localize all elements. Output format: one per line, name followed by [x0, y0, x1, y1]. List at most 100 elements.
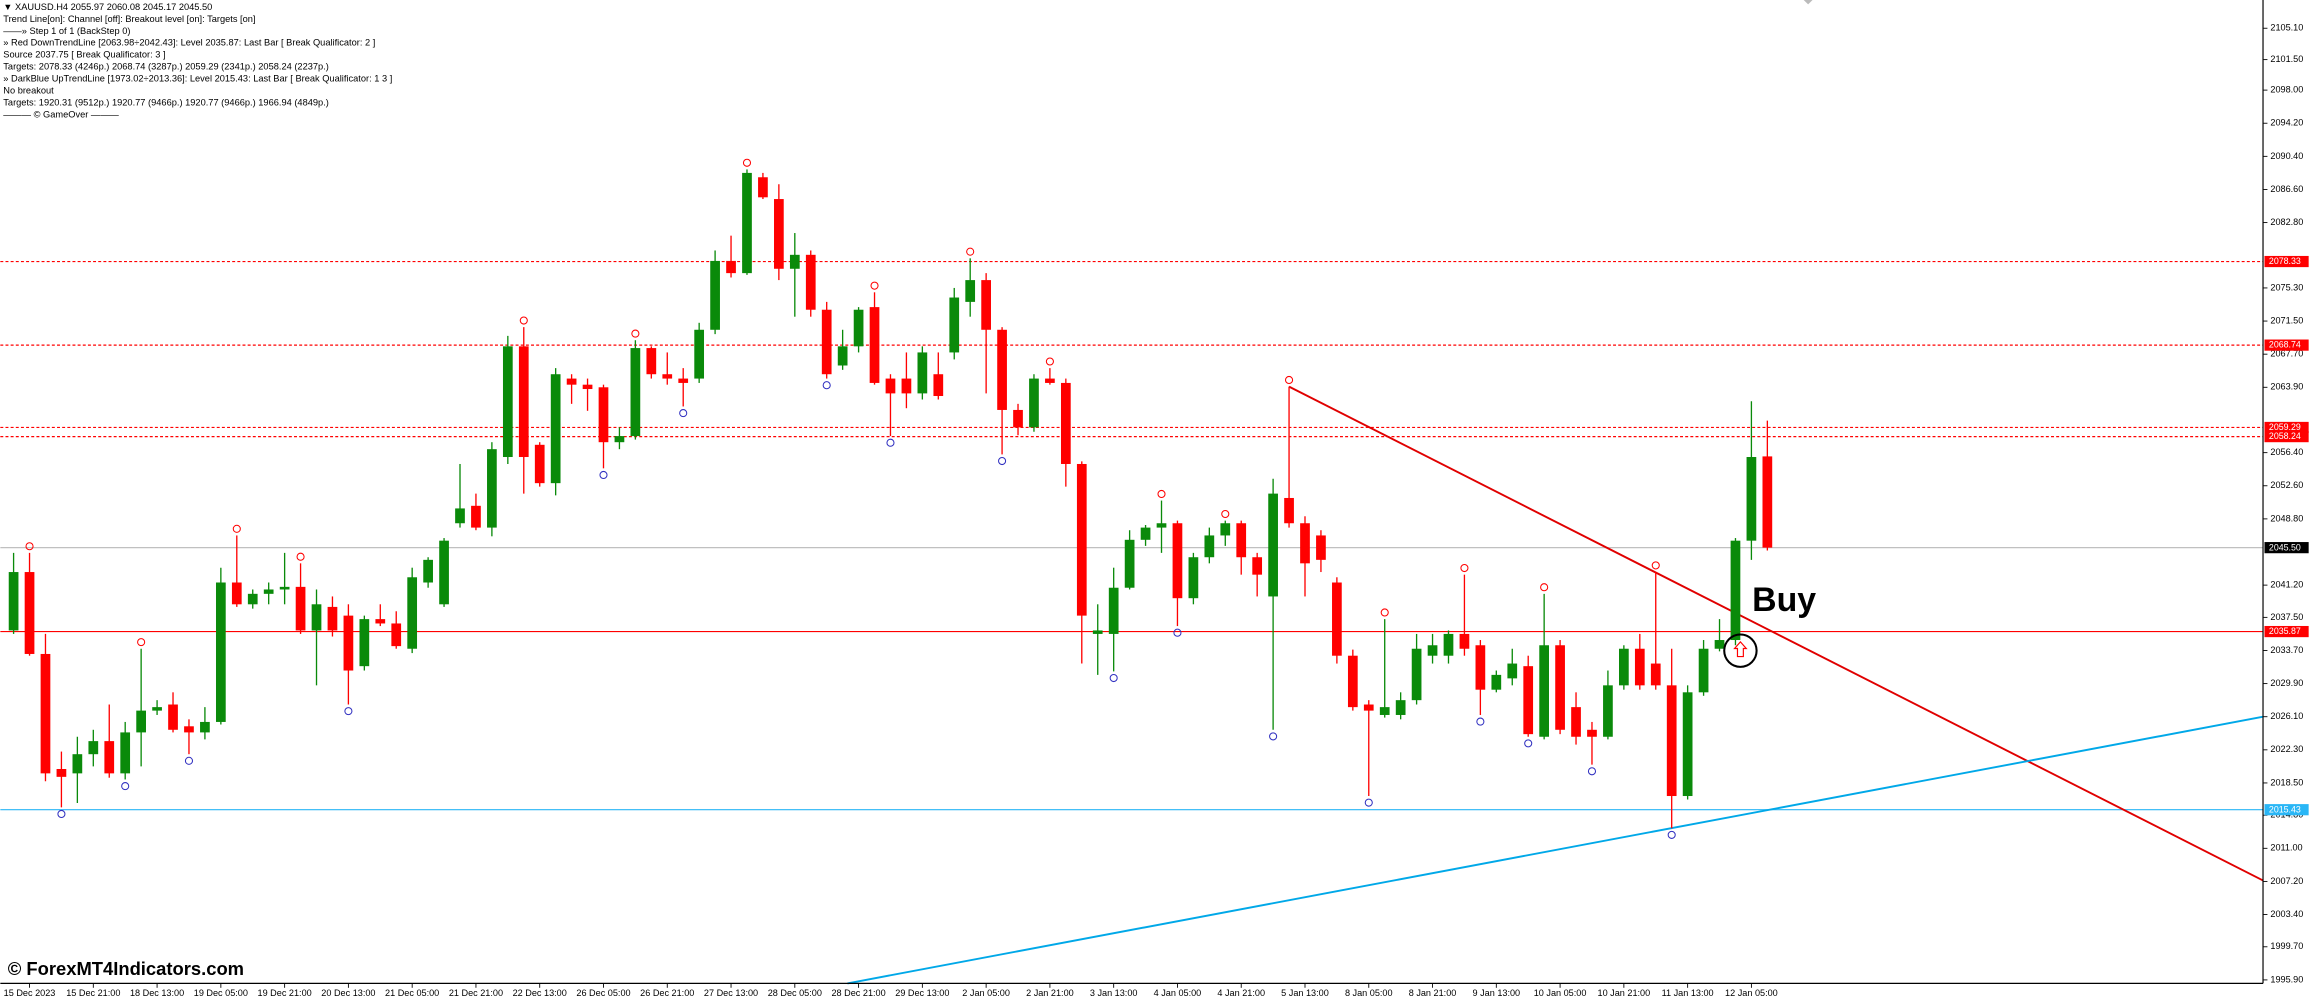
x-tick-label: 12 Jan 05:00 [1725, 988, 1778, 998]
candle-body [279, 586, 290, 590]
candle-body [24, 572, 35, 654]
y-tick-label: 1999.70 [2270, 941, 2303, 951]
x-tick-label: 5 Jan 13:00 [1281, 988, 1329, 998]
x-tick-label: 2 Jan 21:00 [1026, 988, 1074, 998]
candle-body [1539, 645, 1550, 737]
candle-body [152, 707, 162, 711]
candle-body [933, 374, 944, 397]
candle-body [774, 199, 784, 269]
fractal-marker [1540, 583, 1549, 592]
y-tick-label: 2090.40 [2270, 151, 2303, 161]
candle-body [1252, 557, 1263, 575]
candle-body [949, 297, 960, 353]
candle-body [1571, 707, 1581, 737]
candle-body [1555, 645, 1565, 730]
y-tick-label: 2037.50 [2270, 612, 2303, 622]
fractal-marker [1667, 830, 1676, 839]
fractal-marker [599, 470, 608, 480]
candle-body [598, 387, 609, 443]
candle-body [1188, 557, 1199, 599]
x-tick-label: 26 Dec 21:00 [640, 988, 694, 998]
candle-body [327, 606, 338, 631]
y-tick-label: 2022.30 [2270, 744, 2303, 754]
candles-layer [8, 169, 1773, 829]
level-label: 2058.24 [2269, 431, 2301, 441]
fractal-marker [1587, 767, 1597, 776]
fractal-marker [1045, 357, 1054, 366]
x-tick-label: 29 Dec 13:00 [895, 988, 949, 998]
candle-body [1300, 523, 1310, 564]
y-tick-label: 2067.70 [2270, 349, 2303, 359]
candle-body [710, 260, 720, 330]
info-line: » DarkBlue UpTrendLine [1973.02÷2013.36]… [3, 74, 392, 84]
candle-body [88, 741, 99, 755]
shift-marker [1803, 0, 1813, 5]
x-tick-label: 2 Jan 05:00 [962, 988, 1010, 998]
candle-body [965, 280, 976, 302]
candle-body [1076, 463, 1087, 616]
fractal-marker [1269, 732, 1278, 741]
y-tick-label: 2029.90 [2270, 678, 2303, 688]
info-line: ——» Step 1 of 1 (BackStep 0) [3, 26, 130, 36]
level-label-bg [2264, 542, 2309, 554]
fractal-marker [1157, 489, 1166, 499]
x-tick-label: 11 Jan 13:00 [1662, 988, 1714, 998]
candle-body [1124, 539, 1135, 588]
candle-body [1156, 523, 1167, 528]
y-tick-label: 2101.50 [2270, 54, 2303, 64]
y-tick-label: 2086.60 [2270, 184, 2303, 194]
candle-body [1443, 633, 1454, 656]
y-tick-label: 2041.20 [2270, 580, 2303, 590]
candle-body [534, 444, 545, 484]
candle-body [423, 559, 433, 583]
level-label: 2068.74 [2269, 340, 2301, 350]
fractal-marker [344, 707, 353, 716]
candle-body [1698, 648, 1709, 693]
fractal-marker [25, 542, 34, 551]
fractal-marker [1221, 509, 1230, 519]
candle-body [311, 604, 322, 631]
y-tick-label: 2071.50 [2270, 315, 2303, 325]
candle-body [1682, 692, 1693, 797]
fractal-marker [1476, 717, 1485, 726]
level-label: 2045.50 [2269, 542, 2301, 552]
y-tick-label: 2026.10 [2270, 711, 2303, 721]
fractal-marker [1651, 561, 1660, 570]
x-tick-label: 9 Jan 13:00 [1473, 988, 1521, 998]
info-line: ——— © GameOver ——— [3, 109, 119, 119]
level-label: 2059.29 [2269, 422, 2301, 432]
candle-body [1029, 378, 1039, 428]
candle-body [1650, 663, 1661, 686]
y-tick-label: 2063.90 [2270, 382, 2303, 392]
x-tick-label: 21 Dec 21:00 [449, 988, 503, 998]
candle-body [1268, 493, 1278, 597]
candle-body [630, 348, 641, 437]
candle-body [455, 508, 465, 524]
candle-body [1634, 648, 1645, 686]
fractal-marker [232, 524, 241, 533]
x-tick-label: 22 Dec 13:00 [513, 988, 567, 998]
level-label: 2015.43 [2269, 804, 2301, 814]
y-tick-label: 2052.60 [2270, 480, 2303, 490]
candle-body [407, 577, 418, 649]
candle-body [200, 721, 210, 733]
candle-body [295, 586, 306, 631]
candle-body [1284, 497, 1294, 524]
x-tick-label: 26 Dec 05:00 [576, 988, 630, 998]
candle-body [359, 619, 370, 667]
candle-body [821, 309, 832, 375]
info-line: Targets: 2078.33 (4246p.) 2068.74 (3287p… [3, 62, 329, 72]
candle-body [184, 726, 194, 733]
candle-body [1395, 700, 1406, 715]
candle-body [1603, 685, 1613, 737]
candle-body [1666, 685, 1677, 797]
x-tick-label: 20 Dec 13:00 [321, 988, 375, 998]
fractal-marker [1524, 739, 1533, 748]
level-label-bg [2264, 804, 2309, 816]
candle-body [678, 378, 689, 383]
axes-layer: 1995.901999.702003.402007.202011.002014.… [4, 23, 2309, 998]
candle-body [758, 177, 768, 198]
